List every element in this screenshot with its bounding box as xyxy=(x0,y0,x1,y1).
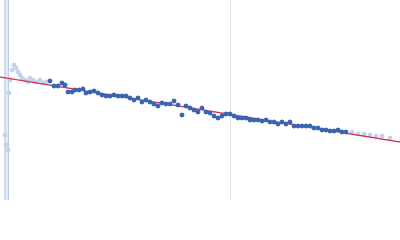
excluded-band xyxy=(4,0,9,200)
data-point xyxy=(6,90,12,96)
data-point xyxy=(279,119,285,125)
data-point xyxy=(361,131,367,137)
data-point xyxy=(349,129,355,135)
data-point xyxy=(199,105,205,111)
data-point xyxy=(315,125,321,131)
data-point xyxy=(76,87,82,93)
data-point xyxy=(203,109,209,115)
data-point xyxy=(43,79,49,85)
data-point xyxy=(259,118,265,124)
data-point xyxy=(147,99,153,105)
data-point xyxy=(131,97,137,103)
data-point xyxy=(13,65,19,71)
data-point xyxy=(327,128,333,134)
data-point xyxy=(72,87,78,93)
data-point xyxy=(37,77,43,83)
data-point xyxy=(91,88,97,94)
data-point xyxy=(239,115,245,121)
data-point xyxy=(171,98,177,104)
data-point xyxy=(343,129,349,135)
data-point xyxy=(135,95,141,101)
data-point xyxy=(5,147,11,153)
data-point xyxy=(339,129,345,135)
data-point xyxy=(295,123,301,129)
data-point xyxy=(80,86,86,92)
data-point xyxy=(95,90,101,96)
data-point xyxy=(123,93,129,99)
data-point xyxy=(263,117,269,123)
data-point xyxy=(127,95,133,101)
data-point xyxy=(223,111,229,117)
data-point xyxy=(111,92,117,98)
data-point xyxy=(83,90,89,96)
data-point xyxy=(219,113,225,119)
data-point xyxy=(99,92,105,98)
data-point xyxy=(179,112,185,118)
data-point xyxy=(87,89,93,95)
data-point xyxy=(275,121,281,127)
data-point xyxy=(311,125,317,131)
data-point xyxy=(323,127,329,133)
data-point xyxy=(175,102,181,108)
data-point xyxy=(187,105,193,111)
data-point xyxy=(235,115,241,121)
data-point xyxy=(271,119,277,125)
data-point xyxy=(331,128,337,134)
data-point xyxy=(335,127,341,133)
data-point xyxy=(319,127,325,133)
data-point xyxy=(191,107,197,113)
data-point xyxy=(367,132,373,138)
data-point xyxy=(139,99,145,105)
data-point xyxy=(255,117,261,123)
data-point xyxy=(373,133,379,139)
data-point xyxy=(299,123,305,129)
data-point xyxy=(3,142,9,148)
data-point xyxy=(207,110,213,116)
data-point xyxy=(215,115,221,121)
data-point xyxy=(55,83,61,89)
data-point xyxy=(115,93,121,99)
data-point xyxy=(143,97,149,103)
data-point xyxy=(211,113,217,119)
data-point xyxy=(119,93,125,99)
data-point xyxy=(243,115,249,121)
data-point xyxy=(251,117,257,123)
data-point xyxy=(303,123,309,129)
data-point xyxy=(227,111,233,117)
data-point xyxy=(287,119,293,125)
data-point xyxy=(65,89,71,95)
data-point xyxy=(163,101,169,107)
data-point xyxy=(155,103,161,109)
data-point xyxy=(379,133,385,139)
data-point xyxy=(291,123,297,129)
data-point xyxy=(247,117,253,123)
data-point xyxy=(2,132,8,138)
data-point xyxy=(151,101,157,107)
data-point xyxy=(387,135,393,141)
data-point xyxy=(47,78,53,84)
data-point xyxy=(283,121,289,127)
data-point xyxy=(307,123,313,129)
data-point xyxy=(51,83,57,89)
data-point xyxy=(159,100,165,106)
chart xyxy=(0,0,400,200)
data-point xyxy=(183,103,189,109)
data-point xyxy=(9,67,15,73)
data-point xyxy=(195,109,201,115)
data-point xyxy=(267,119,273,125)
data-point xyxy=(231,113,237,119)
data-point xyxy=(103,93,109,99)
data-point xyxy=(167,101,173,107)
data-point xyxy=(62,82,68,88)
data-point xyxy=(107,93,113,99)
